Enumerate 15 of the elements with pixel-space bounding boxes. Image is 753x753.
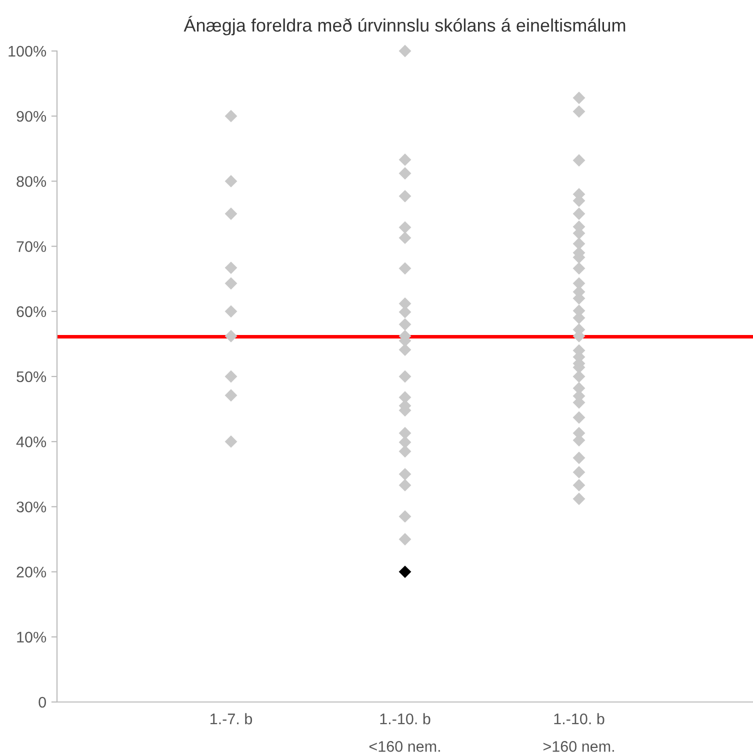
x-tick-label: 1.-7. b [210, 713, 252, 724]
y-tick-label: 90% [16, 110, 46, 122]
y-tick-label: 80% [16, 176, 46, 187]
y-tick-label: 20% [16, 566, 46, 578]
y-tick-label: 0 [38, 696, 46, 708]
x-tick-label: 1.-10. b <160 nem. [369, 713, 440, 752]
y-tick-label: 10% [17, 632, 46, 643]
chart-title: Ánægja foreldra með úrvinnslu skólans á eineltismálum [184, 16, 626, 36]
y-tick-label: 100% [8, 46, 46, 57]
y-tick-label: 40% [16, 436, 46, 448]
y-tick-label: 60% [16, 306, 46, 318]
y-tick-label: 30% [16, 502, 46, 512]
y-tick-label: 70% [16, 241, 46, 252]
x-tick-label: 1.-10. b >160 nem. [543, 713, 614, 752]
y-tick-label: 50% [16, 371, 46, 382]
